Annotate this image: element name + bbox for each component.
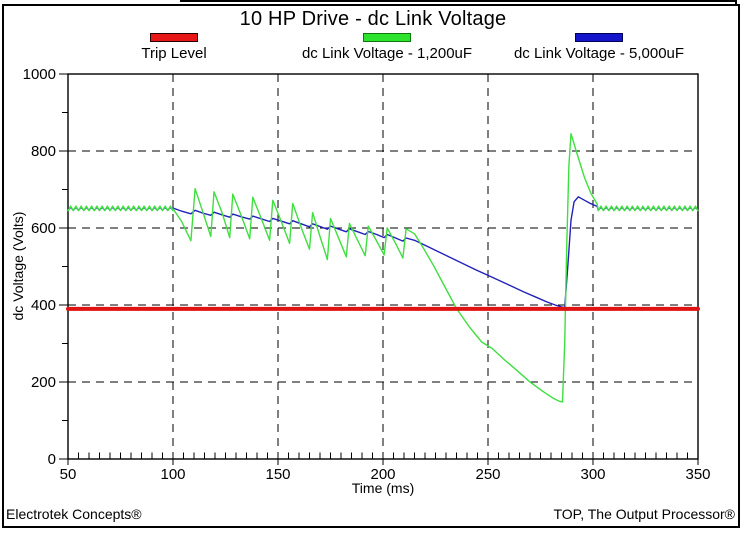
x-tick-label: 350 xyxy=(685,466,710,483)
x-tick-label: 100 xyxy=(160,466,185,483)
chart-title: 10 HP Drive - dc Link Voltage xyxy=(239,8,507,30)
x-tick-label: 150 xyxy=(265,466,290,483)
y-tick-label: 1000 xyxy=(23,66,56,83)
legend-item-5000uf: dc Link Voltage - 5,000uF xyxy=(489,33,709,62)
x-axis-title: Time (ms) xyxy=(351,480,415,496)
footer-vendor-label: Electrotek Concepts® xyxy=(6,506,142,522)
chart-window-border xyxy=(2,4,740,528)
y-tick-label: 800 xyxy=(31,143,56,160)
background-window-edge xyxy=(180,0,737,2)
legend-swatch-trip-level xyxy=(150,33,198,42)
y-axis-title: dc Voltage (Volts) xyxy=(10,211,26,321)
legend-label-trip-level: Trip Level xyxy=(141,45,207,62)
y-tick-label: 0 xyxy=(48,451,56,468)
x-tick-label: 200 xyxy=(370,466,395,483)
legend-swatch-5000uf xyxy=(575,33,623,42)
x-tick-label: 300 xyxy=(580,466,605,483)
legend-item-1200uf: dc Link Voltage - 1,200uF xyxy=(277,33,497,62)
y-tick-label: 200 xyxy=(31,374,56,391)
legend-label-5000uf: dc Link Voltage - 5,000uF xyxy=(513,45,685,62)
series-line-dc-link-voltage-1200uf xyxy=(67,133,699,403)
x-tick-label: 50 xyxy=(60,466,77,483)
legend-swatch-1200uf xyxy=(363,33,411,42)
y-tick-label: 400 xyxy=(31,297,56,314)
x-tick-label: 250 xyxy=(475,466,500,483)
legend-item-trip-level: Trip Level xyxy=(64,33,284,62)
legend-label-1200uf: dc Link Voltage - 1,200uF xyxy=(301,45,473,62)
y-tick-label: 600 xyxy=(31,220,56,237)
footer-app-label: TOP, The Output Processor® xyxy=(553,506,735,522)
